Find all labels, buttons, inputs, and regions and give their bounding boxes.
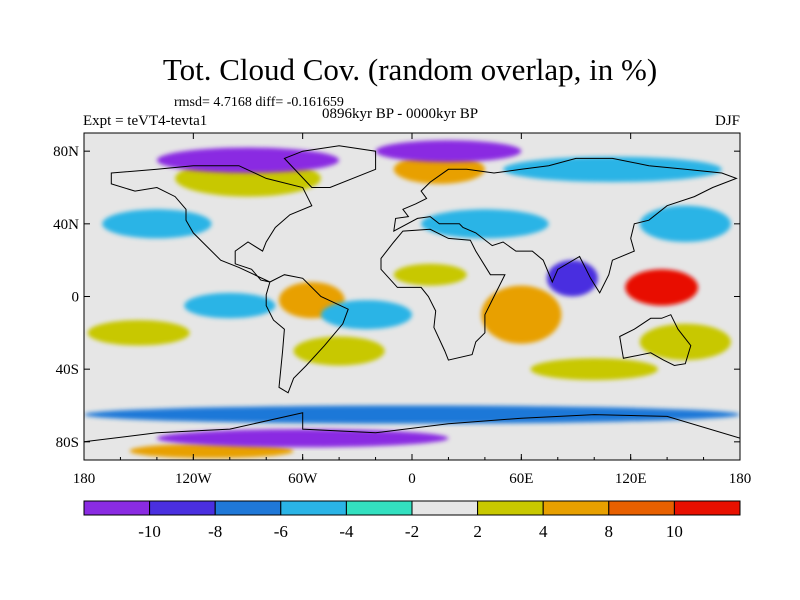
colorbar-swatch-0	[83, 500, 151, 516]
coastlines	[84, 145, 740, 443]
colorbar-label-3: -4	[339, 522, 354, 541]
map-title: Tot. Cloud Cov. (random overlap, in %)	[162, 52, 658, 87]
colorbar-swatch-6	[477, 500, 544, 516]
coastline-3	[393, 157, 738, 294]
x-tick-label-1: 120W	[175, 471, 213, 487]
colorbar-swatch-8	[608, 500, 675, 516]
x-tick-label-3: 0	[408, 471, 416, 487]
positive-anomaly-0	[481, 285, 562, 344]
coastline-1	[265, 274, 349, 394]
negative-anomaly-17	[421, 209, 549, 239]
colorbar-swatch-2	[214, 500, 282, 516]
positive-anomaly-7	[639, 323, 731, 361]
colorbar-swatch-7	[542, 500, 610, 516]
negative-anomaly-11	[156, 147, 340, 173]
coastline-6	[84, 412, 740, 443]
x-tick-label-2: 60W	[288, 471, 318, 487]
x-tick-label-5: 120E	[615, 471, 647, 487]
negative-anomaly-15	[320, 300, 413, 330]
coastline-2	[380, 228, 506, 361]
coastline-0	[110, 165, 313, 283]
season-label: DJF	[714, 113, 740, 129]
period-label: 0896kyr BP - 0000kyr BP	[322, 106, 479, 122]
positive-anomaly-4	[393, 263, 467, 286]
y-tick-label-1: 40N	[53, 217, 79, 233]
negative-anomaly-18	[84, 405, 740, 424]
colorbar-label-8: 10	[666, 522, 683, 541]
negative-anomaly-19	[156, 429, 449, 448]
colorbar-label-5: 2	[473, 522, 482, 541]
colorbar-label-1: -8	[208, 522, 222, 541]
colorbar-label-2: -6	[274, 522, 288, 541]
negative-anomaly-20	[184, 292, 276, 319]
negative-anomaly-21	[639, 205, 731, 242]
positive-anomaly-8	[129, 443, 294, 459]
colorbar-swatch-1	[149, 500, 216, 516]
x-tick-label-4: 60E	[509, 471, 533, 487]
y-tick-label-4: 80S	[56, 435, 79, 451]
negative-anomaly-12	[375, 140, 522, 163]
negative-anomaly-16	[102, 209, 212, 239]
positive-anomaly-9	[393, 154, 485, 184]
positive-anomaly-5	[87, 320, 190, 346]
colorbar-swatch-4	[345, 500, 413, 516]
y-axis: 80N 40N 0 40S 80S	[53, 144, 740, 451]
colorbar: -10 -8 -6 -4 -2 2 4 8 10	[83, 500, 741, 541]
stats-line: rmsd= 4.7168 diff= -0.161659	[174, 95, 344, 110]
colorbar-swatch-5	[411, 500, 479, 516]
y-tick-label-0: 80N	[53, 144, 79, 160]
positive-anomaly-10	[530, 358, 658, 381]
experiment-label: Expt = teVT4-tevta1	[83, 113, 208, 129]
coastline-5	[283, 145, 377, 188]
negative-anomaly-14	[546, 260, 598, 297]
x-tick-label-0: 180	[73, 471, 96, 487]
colorbar-swatch-3	[280, 500, 347, 516]
positive-anomaly-6	[293, 336, 385, 366]
colorbar-swatch-9	[673, 500, 741, 516]
positive-anomaly-1	[625, 269, 699, 306]
coastline-4	[619, 314, 692, 367]
colorbar-label-6: 4	[539, 522, 548, 541]
y-tick-label-3: 40S	[56, 362, 79, 378]
colorbar-label-7: 8	[605, 522, 614, 541]
y-tick-label-2: 0	[72, 290, 80, 306]
x-axis: 180 120W 60W 0 60E 120E 180	[73, 133, 752, 487]
colorbar-label-0: -10	[138, 522, 161, 541]
colorbar-label-4: -2	[405, 522, 419, 541]
x-tick-label-6: 180	[729, 471, 752, 487]
